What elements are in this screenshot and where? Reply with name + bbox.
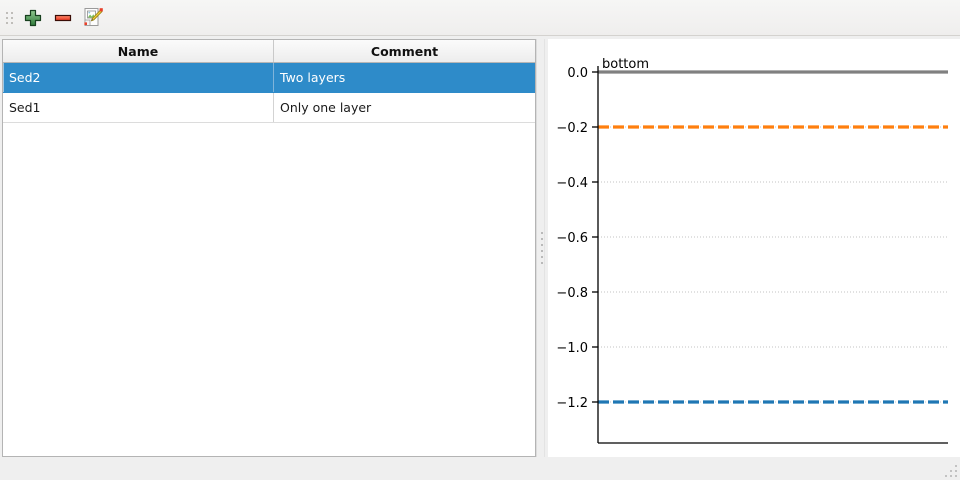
layers-table-panel[interactable]: Name Comment Sed2 Two layers Sed1 Only o… <box>2 39 536 457</box>
splitter-line-left <box>536 39 537 457</box>
layers-table: Name Comment Sed2 Two layers Sed1 Only o… <box>3 40 535 123</box>
add-button[interactable] <box>18 3 48 33</box>
cell-comment[interactable]: Only one layer <box>273 92 535 123</box>
y-tick-label: −1.0 <box>556 341 588 356</box>
edit-button[interactable] <box>78 3 108 33</box>
splitter-handle-dots[interactable] <box>541 232 543 264</box>
toolbar <box>0 0 960 36</box>
window-resize-grip[interactable] <box>943 463 957 477</box>
y-tick-label: −0.6 <box>556 231 588 246</box>
y-tick-label: −1.2 <box>556 396 588 411</box>
cell-name[interactable]: Sed1 <box>3 92 274 123</box>
chart-y-tick-labels: 0.0 −0.2 −0.4 −0.6 −0.8 −1.0 −1.2 <box>556 66 588 411</box>
panel-splitter[interactable] <box>536 39 548 457</box>
plus-icon <box>24 9 42 26</box>
column-header-name[interactable]: Name <box>3 40 274 63</box>
cell-comment[interactable]: Two layers <box>273 62 535 93</box>
y-tick-label: 0.0 <box>567 66 588 81</box>
splitter-line-right <box>544 39 545 457</box>
chart-axes <box>597 66 948 444</box>
toolbar-drag-grip[interactable] <box>4 7 14 29</box>
chart-background <box>548 39 960 457</box>
edit-document-icon <box>84 7 103 26</box>
chart-canvas: 0.0 −0.2 −0.4 −0.6 −0.8 −1.0 −1.2 bottom <box>548 39 960 457</box>
cell-name[interactable]: Sed2 <box>3 62 274 93</box>
table-row[interactable]: Sed1 Only one layer <box>3 92 535 123</box>
chart-y-ticks <box>592 71 598 403</box>
minus-icon <box>54 14 72 21</box>
depth-profile-chart[interactable]: 0.0 −0.2 −0.4 −0.6 −0.8 −1.0 −1.2 bottom <box>548 39 960 457</box>
table-row[interactable]: Sed2 Two layers <box>3 62 535 93</box>
y-tick-label: −0.8 <box>556 286 588 301</box>
y-tick-label: −0.2 <box>556 121 588 136</box>
table-header: Name Comment <box>3 40 535 63</box>
y-tick-label: −0.4 <box>556 176 588 191</box>
column-header-comment[interactable]: Comment <box>273 40 535 63</box>
table-header-row: Name Comment <box>3 40 535 63</box>
chart-annotation-bottom: bottom <box>602 57 649 72</box>
remove-button[interactable] <box>48 3 78 33</box>
table-body: Sed2 Two layers Sed1 Only one layer <box>3 62 535 123</box>
